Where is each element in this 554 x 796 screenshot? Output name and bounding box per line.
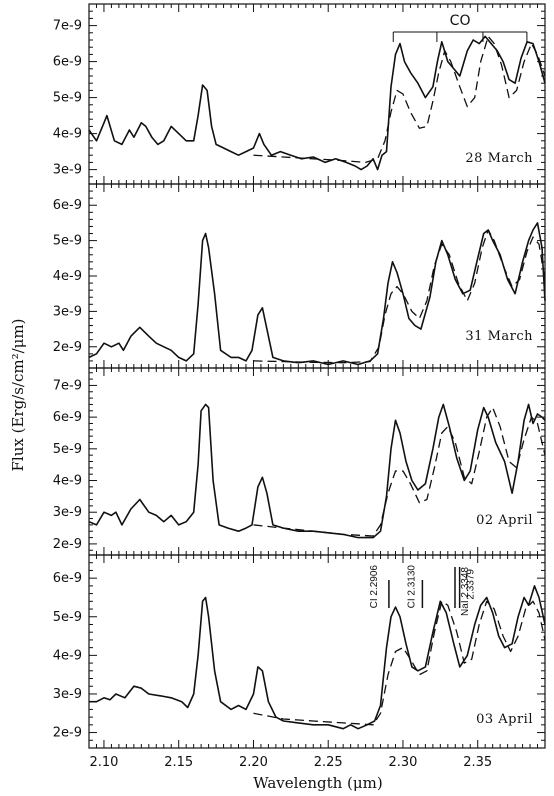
x-axis-title: Wavelength (μm) <box>253 774 382 792</box>
y-tick-label: 3e-9 <box>53 687 82 702</box>
panel-3: 2e-9 3e-9 4e-9 5e-9 6e-9 7e-9 02 April <box>53 367 546 556</box>
y-axis-title: Flux (Erg/s/cm²/μm) <box>9 319 27 472</box>
y-tick-label: 3e-9 <box>53 163 82 178</box>
y-tick-label: 7e-9 <box>53 19 82 34</box>
model-spectrum-line <box>253 229 546 364</box>
y-tick-label: 6e-9 <box>53 410 82 425</box>
panel-1: 3e-9 4e-9 5e-9 6e-9 7e-9 28 March CO <box>53 3 546 185</box>
panel-4: 2e-9 3e-9 4e-9 5e-9 6e-9 03 April <box>53 554 546 749</box>
y-tick-label: 3e-9 <box>53 505 82 520</box>
y-tick-label: 5e-9 <box>53 610 82 625</box>
panel-date-label: 31 March <box>465 329 533 344</box>
y-tick-label: 7e-9 <box>53 378 82 393</box>
co-label: CO <box>450 13 471 29</box>
observed-spectrum-line <box>88 35 546 171</box>
y-tick-label: 6e-9 <box>53 571 82 586</box>
observed-spectrum-line <box>89 585 546 730</box>
panel-frame <box>88 554 546 749</box>
x-tick-label: 2.25 <box>314 755 343 770</box>
x-tick-label: 2.10 <box>89 755 118 770</box>
model-spectrum-line <box>253 406 546 537</box>
y-tick-label: 2e-9 <box>53 340 82 355</box>
y-tick-label: 4e-9 <box>53 474 82 489</box>
x-tick-label: 2.20 <box>239 755 268 770</box>
x-tick-label: 2.35 <box>463 755 492 770</box>
y-tick-label: 5e-9 <box>53 442 82 457</box>
panel-date-label: 03 April <box>476 712 533 727</box>
y-tick-label: 6e-9 <box>53 198 82 213</box>
y-tick-label: 6e-9 <box>53 55 82 70</box>
panel-date-label: 02 April <box>476 513 533 528</box>
y-tick-label: 4e-9 <box>53 648 82 663</box>
y-tick-label: 2e-9 <box>53 537 82 552</box>
panel-date-label: 28 March <box>465 151 533 166</box>
y-tick-label: 4e-9 <box>53 127 82 142</box>
line-id-label: CI 2.3130 <box>406 565 417 609</box>
y-tick-label: 2e-9 <box>53 726 82 741</box>
x-tick-label: 2.30 <box>388 755 417 770</box>
y-tick-label: 5e-9 <box>53 91 82 106</box>
panels: 3e-9 4e-9 5e-9 6e-9 7e-9 28 March CO 2e-9 3e-9 4e… <box>53 3 546 770</box>
model-spectrum-line <box>253 600 546 726</box>
y-tick-label: 5e-9 <box>53 234 82 249</box>
panel-2: 2e-9 3e-9 4e-9 5e-9 6e-9 31 March <box>53 183 546 369</box>
y-tick-label: 3e-9 <box>53 304 82 319</box>
y-tick-label: 4e-9 <box>53 269 82 284</box>
x-tick-label: 2.15 <box>164 755 193 770</box>
line-id-label: NaI 2.3348 <box>460 567 471 616</box>
observed-spectrum-line <box>88 222 546 366</box>
model-spectrum-line <box>253 35 546 164</box>
line-id-label: CI 2.2906 <box>369 565 380 609</box>
line-id-label: 2.3379 <box>466 569 477 600</box>
